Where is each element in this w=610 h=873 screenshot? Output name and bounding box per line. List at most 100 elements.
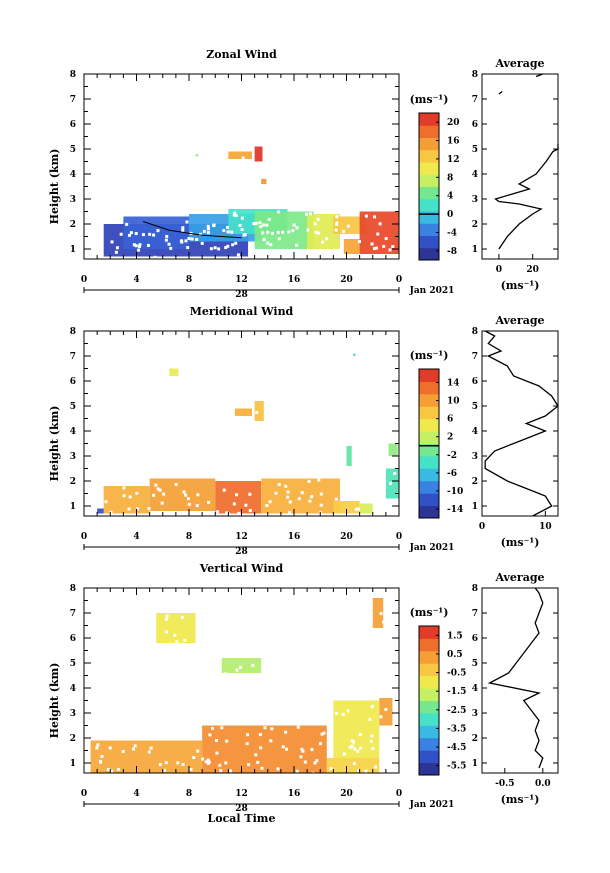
date-label: 28 xyxy=(235,547,248,557)
data-gap xyxy=(259,746,263,750)
heatmap-cell xyxy=(343,239,360,254)
y-tick-label: 6 xyxy=(70,634,76,644)
data-gap xyxy=(256,760,260,764)
data-gap xyxy=(322,731,326,735)
x-tick-label: 16 xyxy=(288,275,301,285)
colorbar-segment xyxy=(419,455,439,469)
data-gap xyxy=(265,223,269,227)
data-gap xyxy=(224,761,228,765)
data-gap xyxy=(181,228,185,232)
data-gap xyxy=(238,223,242,227)
colorbar-tick-label: -0.5 xyxy=(447,669,466,679)
profile-line-segment xyxy=(498,90,503,95)
data-gap xyxy=(374,246,378,250)
date-month-label: Jan 2021 xyxy=(409,543,455,553)
data-gap xyxy=(276,767,280,771)
colorbar-segment xyxy=(419,198,439,212)
data-gap xyxy=(259,225,263,229)
data-gap xyxy=(173,633,177,637)
heatmap-cell xyxy=(103,486,150,514)
data-gap xyxy=(115,246,119,250)
data-gap xyxy=(200,241,204,245)
colorbar-segment xyxy=(419,137,439,151)
colorbar-segment xyxy=(419,149,439,163)
data-gap xyxy=(169,246,173,250)
colorbar-tick-label: 0 xyxy=(447,210,453,220)
colorbar-segment xyxy=(419,418,439,432)
x-tick-label: 4 xyxy=(133,789,139,799)
data-gap xyxy=(190,237,194,241)
colorbar-frame xyxy=(418,112,440,261)
y-tick-label: 5 xyxy=(70,145,76,155)
data-gap xyxy=(295,226,299,230)
data-gap xyxy=(187,237,191,241)
data-gap xyxy=(234,241,238,245)
data-gap xyxy=(334,228,338,232)
colorbar-segment xyxy=(419,113,439,126)
data-gap xyxy=(127,507,131,511)
data-gap xyxy=(371,747,375,751)
data-gap xyxy=(352,762,356,766)
data-gap xyxy=(382,620,386,624)
data-gap xyxy=(270,727,274,731)
heatmap-cell xyxy=(202,725,327,773)
data-gap xyxy=(154,483,158,487)
data-gap xyxy=(149,746,153,750)
data-gap xyxy=(378,222,382,226)
profile-unit-label: (ms⁻¹) xyxy=(501,279,540,292)
data-gap xyxy=(152,233,156,237)
data-gap xyxy=(225,511,229,515)
data-gap xyxy=(187,502,191,506)
data-gap xyxy=(183,510,187,514)
colorbar-segment xyxy=(419,480,439,494)
y-tick-label: 3 xyxy=(70,452,76,462)
profile-y-tick-label: 1 xyxy=(472,245,478,255)
data-gap xyxy=(147,750,151,754)
profile-y-tick-label: 2 xyxy=(472,220,478,230)
boundary-line xyxy=(142,221,242,239)
panel-title: Zonal Wind xyxy=(206,48,277,61)
data-gap xyxy=(358,240,362,244)
data-gap xyxy=(368,717,372,721)
data-gap xyxy=(175,640,179,644)
heatmap-cell xyxy=(254,401,264,421)
data-gap xyxy=(284,730,288,734)
profile-y-tick-label: 2 xyxy=(472,734,478,744)
colorbar-tick-label: 0.5 xyxy=(447,650,463,660)
profile-frame xyxy=(481,587,559,774)
data-gap xyxy=(373,215,377,219)
y-tick-label: 5 xyxy=(70,659,76,669)
data-gap xyxy=(240,227,244,231)
data-gap xyxy=(236,253,240,257)
heatmap-cell xyxy=(195,154,199,157)
colorbar-tick-label: 2 xyxy=(447,433,453,443)
data-gap xyxy=(281,745,285,749)
data-gap xyxy=(133,744,137,748)
data-gap xyxy=(184,239,188,243)
y-tick-label: 7 xyxy=(70,95,76,105)
data-gap xyxy=(287,511,291,515)
data-gap xyxy=(234,214,238,218)
data-gap xyxy=(247,763,251,767)
profile-line xyxy=(484,330,559,517)
profile-y-tick-label: 8 xyxy=(472,70,478,80)
data-gap xyxy=(266,230,270,234)
date-month-label: Jan 2021 xyxy=(409,286,455,296)
heatmap-cell xyxy=(156,613,196,643)
heatmap-cell xyxy=(372,598,384,628)
profile-y-tick-label: 1 xyxy=(472,502,478,512)
colorbar-segment xyxy=(419,712,439,726)
date-month-label: Jan 2021 xyxy=(409,800,455,810)
profile-y-tick-label: 5 xyxy=(472,402,478,412)
profile-y-tick-label: 6 xyxy=(472,377,478,387)
data-gap xyxy=(251,663,255,667)
data-gap xyxy=(277,237,281,241)
x-tick-label: 16 xyxy=(288,789,301,799)
profile-y-tick-label: 1 xyxy=(472,759,478,769)
data-gap xyxy=(95,746,99,750)
data-gap xyxy=(100,754,104,758)
data-gap xyxy=(277,483,281,487)
colorbar-segment xyxy=(419,393,439,407)
data-gap xyxy=(206,227,210,231)
